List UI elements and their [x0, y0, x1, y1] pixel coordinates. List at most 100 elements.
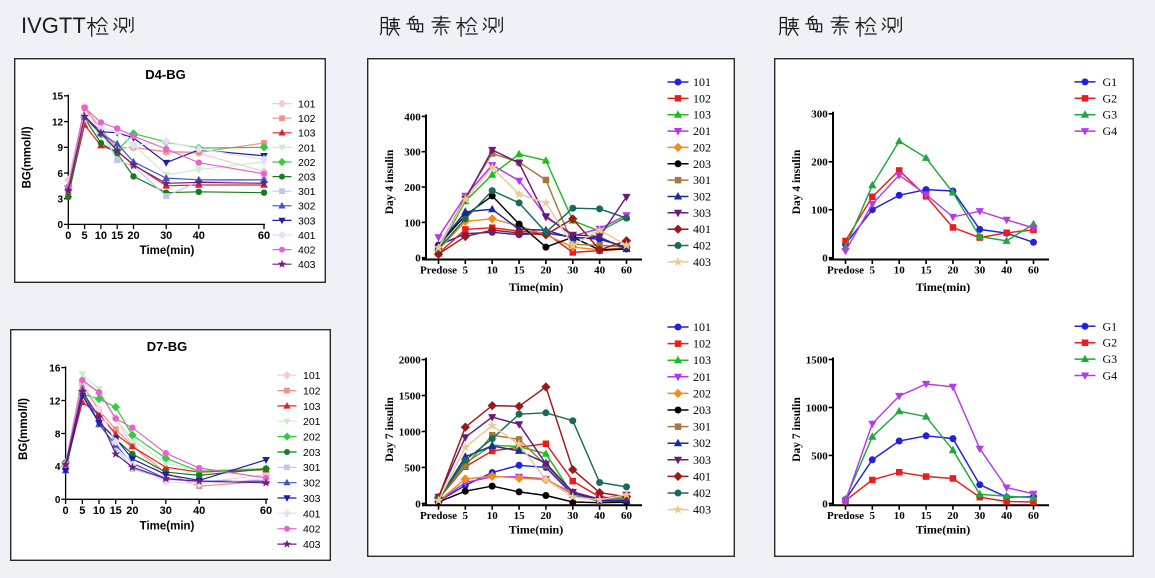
svg-text:G4: G4 — [1103, 124, 1118, 138]
svg-text:8: 8 — [55, 429, 61, 440]
svg-text:Time(min): Time(min) — [140, 521, 195, 533]
svg-text:403: 403 — [693, 255, 711, 269]
svg-text:201: 201 — [303, 416, 321, 428]
svg-text:401: 401 — [298, 230, 316, 242]
svg-text:203: 203 — [298, 172, 316, 184]
svg-text:6: 6 — [58, 169, 64, 180]
svg-text:G2: G2 — [1103, 91, 1118, 105]
svg-text:10: 10 — [95, 230, 107, 242]
svg-text:G4: G4 — [1103, 369, 1118, 383]
svg-text:0: 0 — [415, 253, 421, 265]
svg-text:40: 40 — [1001, 510, 1013, 522]
svg-text:15: 15 — [921, 265, 933, 277]
svg-text:100: 100 — [404, 217, 421, 229]
svg-text:202: 202 — [303, 432, 321, 444]
svg-text:12: 12 — [52, 117, 64, 128]
svg-text:0: 0 — [415, 498, 421, 510]
svg-text:60: 60 — [1028, 265, 1040, 277]
svg-text:10: 10 — [487, 265, 499, 277]
svg-text:20: 20 — [127, 230, 139, 242]
svg-text:1000: 1000 — [806, 402, 829, 414]
svg-text:Day 7 insulin: Day 7 insulin — [384, 397, 396, 462]
svg-text:3: 3 — [58, 195, 64, 206]
svg-text:203: 203 — [693, 157, 711, 171]
svg-text:5: 5 — [79, 505, 85, 517]
svg-text:1000: 1000 — [399, 426, 422, 438]
svg-text:202: 202 — [693, 140, 711, 154]
svg-text:60: 60 — [621, 265, 633, 277]
svg-text:Time(min): Time(min) — [916, 523, 970, 537]
svg-text:G3: G3 — [1103, 352, 1118, 366]
svg-text:16: 16 — [49, 363, 61, 374]
svg-text:5: 5 — [463, 510, 469, 522]
svg-text:202: 202 — [693, 386, 711, 400]
svg-text:401: 401 — [693, 222, 711, 236]
svg-text:101: 101 — [693, 75, 711, 89]
svg-text:200: 200 — [811, 157, 828, 169]
svg-text:5: 5 — [870, 510, 876, 522]
svg-text:5: 5 — [82, 230, 88, 242]
svg-text:302: 302 — [303, 478, 321, 490]
svg-text:200: 200 — [404, 182, 421, 194]
svg-text:40: 40 — [193, 505, 205, 517]
svg-text:60: 60 — [621, 510, 633, 522]
svg-text:G1: G1 — [1103, 319, 1118, 333]
svg-text:301: 301 — [298, 186, 316, 198]
svg-text:G2: G2 — [1103, 336, 1118, 350]
svg-text:Day 4 insulin: Day 4 insulin — [384, 149, 396, 214]
svg-text:30: 30 — [567, 265, 579, 277]
svg-text:20: 20 — [540, 510, 552, 522]
svg-text:Time(min): Time(min) — [509, 523, 563, 537]
svg-text:302: 302 — [298, 201, 316, 213]
svg-text:Time(min): Time(min) — [509, 280, 563, 294]
svg-text:5: 5 — [463, 265, 469, 277]
svg-text:5: 5 — [870, 265, 876, 277]
svg-text:60: 60 — [1028, 510, 1040, 522]
svg-text:103: 103 — [693, 353, 711, 367]
svg-text:G1: G1 — [1103, 75, 1118, 89]
svg-text:201: 201 — [693, 124, 711, 138]
svg-text:301: 301 — [693, 420, 711, 434]
svg-text:401: 401 — [303, 508, 321, 520]
svg-text:201: 201 — [693, 370, 711, 384]
svg-text:10: 10 — [894, 265, 906, 277]
svg-text:0: 0 — [55, 495, 61, 506]
svg-text:401: 401 — [693, 469, 711, 483]
svg-text:203: 203 — [303, 447, 321, 459]
svg-text:Predose: Predose — [827, 510, 864, 522]
svg-text:15: 15 — [52, 92, 64, 103]
svg-text:15: 15 — [514, 265, 526, 277]
svg-text:30: 30 — [160, 230, 172, 242]
svg-text:402: 402 — [693, 486, 711, 500]
svg-text:40: 40 — [594, 510, 606, 522]
svg-text:402: 402 — [298, 245, 316, 257]
svg-text:10: 10 — [894, 510, 906, 522]
svg-text:302: 302 — [693, 436, 711, 450]
svg-text:101: 101 — [693, 320, 711, 334]
svg-text:20: 20 — [947, 510, 959, 522]
svg-text:102: 102 — [298, 113, 316, 125]
svg-text:40: 40 — [594, 265, 606, 277]
svg-text:12: 12 — [49, 396, 61, 407]
svg-text:IVGTT: IVGTT — [21, 13, 86, 38]
svg-text:10: 10 — [487, 510, 499, 522]
svg-text:20: 20 — [540, 265, 552, 277]
svg-text:102: 102 — [693, 337, 711, 351]
svg-text:40: 40 — [193, 230, 205, 242]
svg-text:500: 500 — [404, 462, 421, 474]
svg-text:40: 40 — [1001, 265, 1013, 277]
svg-text:101: 101 — [298, 99, 316, 111]
svg-text:20: 20 — [947, 265, 959, 277]
svg-text:102: 102 — [303, 386, 321, 398]
svg-text:301: 301 — [303, 462, 321, 474]
svg-text:400: 400 — [404, 111, 421, 123]
svg-text:Predose: Predose — [827, 265, 864, 277]
svg-text:1500: 1500 — [806, 354, 829, 366]
svg-text:BG(mmol/l): BG(mmol/l) — [18, 398, 30, 460]
svg-text:403: 403 — [693, 503, 711, 517]
svg-text:103: 103 — [298, 128, 316, 140]
svg-text:Day 7 insulin: Day 7 insulin — [791, 397, 803, 462]
svg-text:300: 300 — [811, 109, 828, 121]
svg-text:Day 4 insulin: Day 4 insulin — [791, 149, 803, 214]
svg-text:103: 103 — [693, 108, 711, 122]
